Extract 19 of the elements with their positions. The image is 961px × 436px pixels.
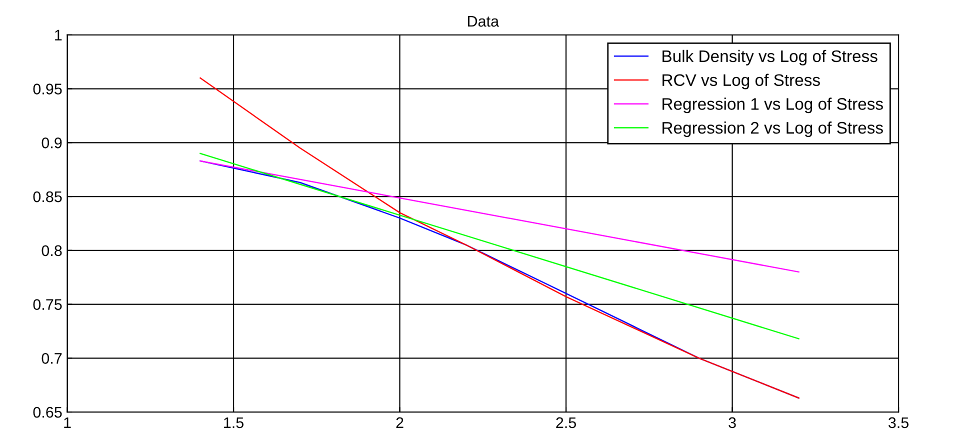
y-tick-label: 0.75 <box>33 299 62 310</box>
x-tick-label: 1 <box>64 417 71 428</box>
y-tick-label: 0.65 <box>33 406 62 418</box>
x-tick-label: 2 <box>396 417 404 428</box>
x-tick-label: 2.5 <box>556 417 576 428</box>
y-tick-label: 0.85 <box>33 191 62 202</box>
legend-label: Regression 1 vs Log of Stress <box>662 98 883 114</box>
legend-label: Regression 2 vs Log of Stress <box>662 121 883 138</box>
y-tick-label: 0.7 <box>42 353 62 364</box>
x-tick-label: 3 <box>728 417 736 428</box>
x-tick-label: 3.5 <box>888 417 909 428</box>
chart-title: Data <box>468 16 500 27</box>
y-tick-label: 0.95 <box>33 84 62 94</box>
legend-label: RCV vs Log of Stress <box>662 74 820 90</box>
legend-label: Bulk Density vs Log of Stress <box>662 50 878 66</box>
y-tick-label: 1 <box>55 30 62 40</box>
y-tick-label: 0.9 <box>42 138 62 148</box>
y-tick-label: 0.8 <box>42 245 62 256</box>
x-tick-label: 1.5 <box>224 417 244 428</box>
